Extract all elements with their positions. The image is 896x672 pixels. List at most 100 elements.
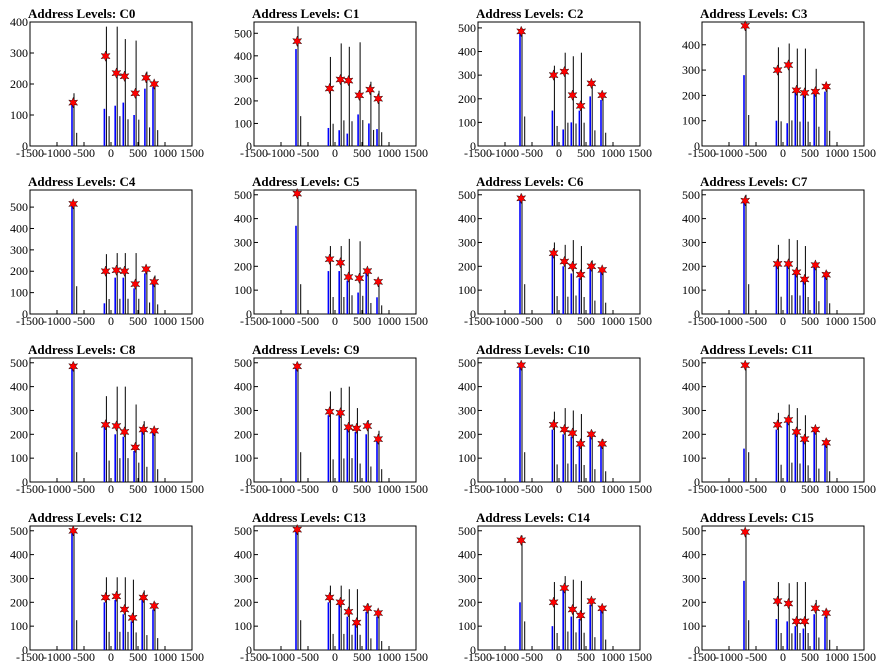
x-tick-label: 500 bbox=[353, 650, 371, 664]
peak-marker bbox=[365, 83, 376, 96]
plot-frame bbox=[701, 21, 865, 147]
peak-marker bbox=[783, 414, 794, 426]
chart-svg: 0 100 200 300 400 500 -1500 -1000 -500 0 500 1000 15… bbox=[234, 187, 428, 328]
chart-svg: 0 100 200 300 400 500 -1500 -1000 -500 0 500 1000 15… bbox=[682, 524, 876, 664]
peak-marker bbox=[119, 265, 130, 277]
x-tick-label: 1500 bbox=[404, 482, 428, 496]
x-tick-label: 1500 bbox=[852, 146, 876, 160]
x-tick-label: -1500 bbox=[240, 482, 268, 496]
peak-marker bbox=[821, 436, 832, 449]
y-tick-label: 0 bbox=[694, 475, 700, 489]
x-tick-label: -1000 bbox=[43, 314, 71, 328]
x-tick-label: -1500 bbox=[688, 146, 716, 160]
y-tick-label: 500 bbox=[682, 188, 700, 202]
y-tick-label: 500 bbox=[682, 356, 700, 370]
y-tick-label: 200 bbox=[234, 595, 252, 609]
peak-marker bbox=[548, 247, 559, 259]
peak-marker bbox=[292, 187, 303, 200]
y-tick-label: 0 bbox=[22, 475, 28, 489]
y-tick-label: 300 bbox=[234, 71, 252, 85]
x-tick-label: 500 bbox=[353, 146, 371, 160]
peak-marker bbox=[343, 606, 354, 618]
y-tick-label: 200 bbox=[682, 259, 700, 273]
x-tick-label: -1500 bbox=[688, 482, 716, 496]
y-tick-label: 400 bbox=[682, 212, 700, 226]
x-tick-label: 500 bbox=[129, 314, 147, 328]
y-tick-label: 0 bbox=[22, 307, 28, 321]
peak-marker bbox=[597, 438, 608, 450]
chart-title: Address Levels: C6 bbox=[476, 174, 584, 189]
y-tick-label: 300 bbox=[10, 403, 28, 417]
x-tick-label: 1500 bbox=[628, 146, 652, 160]
x-tick-label: 0 bbox=[108, 650, 114, 664]
peak-marker bbox=[772, 64, 783, 76]
peak-marker bbox=[149, 78, 160, 90]
chart-panel: 0 100 200 300 400 500 -1500 -1000 -500 0 500 1000 15… bbox=[448, 504, 672, 672]
chart-title: Address Levels: C9 bbox=[252, 342, 360, 357]
x-tick-label: 0 bbox=[556, 146, 562, 160]
peak-marker bbox=[810, 423, 821, 436]
y-tick-label: 200 bbox=[10, 264, 28, 278]
y-tick-label: 400 bbox=[458, 212, 476, 226]
x-tick-label: 0 bbox=[332, 314, 338, 328]
peak-marker bbox=[567, 260, 578, 273]
x-tick-label: -1500 bbox=[16, 650, 44, 664]
chart-title: Address Levels: C14 bbox=[476, 510, 590, 525]
x-tick-label: 500 bbox=[353, 482, 371, 496]
peak-marker bbox=[130, 87, 141, 100]
y-tick-label: 100 bbox=[10, 619, 28, 633]
plot-frame bbox=[477, 189, 641, 315]
y-tick-label: 200 bbox=[682, 88, 700, 102]
x-tick-label: -1500 bbox=[16, 314, 44, 328]
plot-frame bbox=[477, 357, 641, 483]
chart-svg: 0 100 200 300 400 500 -1500 -1000 -500 0 500 1000 15… bbox=[458, 21, 652, 160]
x-tick-label: 0 bbox=[108, 314, 114, 328]
peak-marker bbox=[740, 20, 751, 32]
chart-title: Address Levels: C15 bbox=[700, 510, 814, 525]
x-tick-label: -1500 bbox=[464, 482, 492, 496]
chart-svg: 0 100 200 300 400 500 -1500 -1000 -500 0 500 1000 15… bbox=[10, 356, 204, 496]
plot-frame bbox=[477, 21, 641, 147]
y-tick-label: 200 bbox=[682, 595, 700, 609]
y-tick-label: 300 bbox=[458, 235, 476, 249]
x-tick-label: 500 bbox=[577, 482, 595, 496]
peak-marker bbox=[810, 602, 821, 615]
x-tick-label: -500 bbox=[297, 146, 319, 160]
y-tick-label: 400 bbox=[234, 49, 252, 63]
plot-frame bbox=[29, 357, 193, 483]
x-tick-label: 1000 bbox=[377, 482, 401, 496]
y-tick-label: 100 bbox=[682, 451, 700, 465]
x-tick-label: 1000 bbox=[825, 650, 849, 664]
x-tick-label: -500 bbox=[73, 650, 95, 664]
x-tick-label: 0 bbox=[780, 314, 786, 328]
y-tick-label: 0 bbox=[22, 643, 28, 657]
chart-panel: 0 100 200 300 400 500 -1500 -1000 -500 0 500 1000 15… bbox=[672, 336, 896, 504]
peak-marker bbox=[354, 272, 365, 284]
peak-marker bbox=[791, 266, 802, 279]
x-tick-label: 1500 bbox=[852, 482, 876, 496]
peak-marker bbox=[351, 616, 362, 629]
plot-frame bbox=[253, 357, 417, 483]
peak-marker bbox=[68, 525, 79, 537]
peak-marker bbox=[100, 265, 111, 277]
x-tick-label: -1000 bbox=[715, 482, 743, 496]
peak-marker bbox=[783, 597, 794, 610]
y-tick-label: 100 bbox=[682, 283, 700, 297]
peak-marker bbox=[362, 265, 373, 277]
peak-marker bbox=[130, 278, 141, 290]
chart-title: Address Levels: C12 bbox=[28, 510, 142, 525]
chart-svg: 0 100 200 300 400 500 -1500 -1000 -500 0 500 1000 15… bbox=[234, 21, 428, 160]
y-tick-label: 200 bbox=[234, 427, 252, 441]
y-tick-label: 400 bbox=[682, 38, 700, 52]
chart-svg: 0 100 200 300 400 -1500 -1000 -500 0 500 1000 1500 bbox=[682, 20, 876, 160]
x-tick-label: 1000 bbox=[601, 650, 625, 664]
x-tick-label: 1000 bbox=[377, 314, 401, 328]
plot-frame bbox=[477, 525, 641, 651]
chart-title: Address Levels: C4 bbox=[28, 174, 136, 189]
y-tick-label: 500 bbox=[682, 524, 700, 538]
chart-panel: 0 100 200 300 400 500 -1500 -1000 -500 0 500 1000 15… bbox=[448, 168, 672, 336]
peak-marker bbox=[548, 69, 559, 81]
x-tick-label: -1000 bbox=[43, 482, 71, 496]
y-tick-label: 200 bbox=[10, 595, 28, 609]
